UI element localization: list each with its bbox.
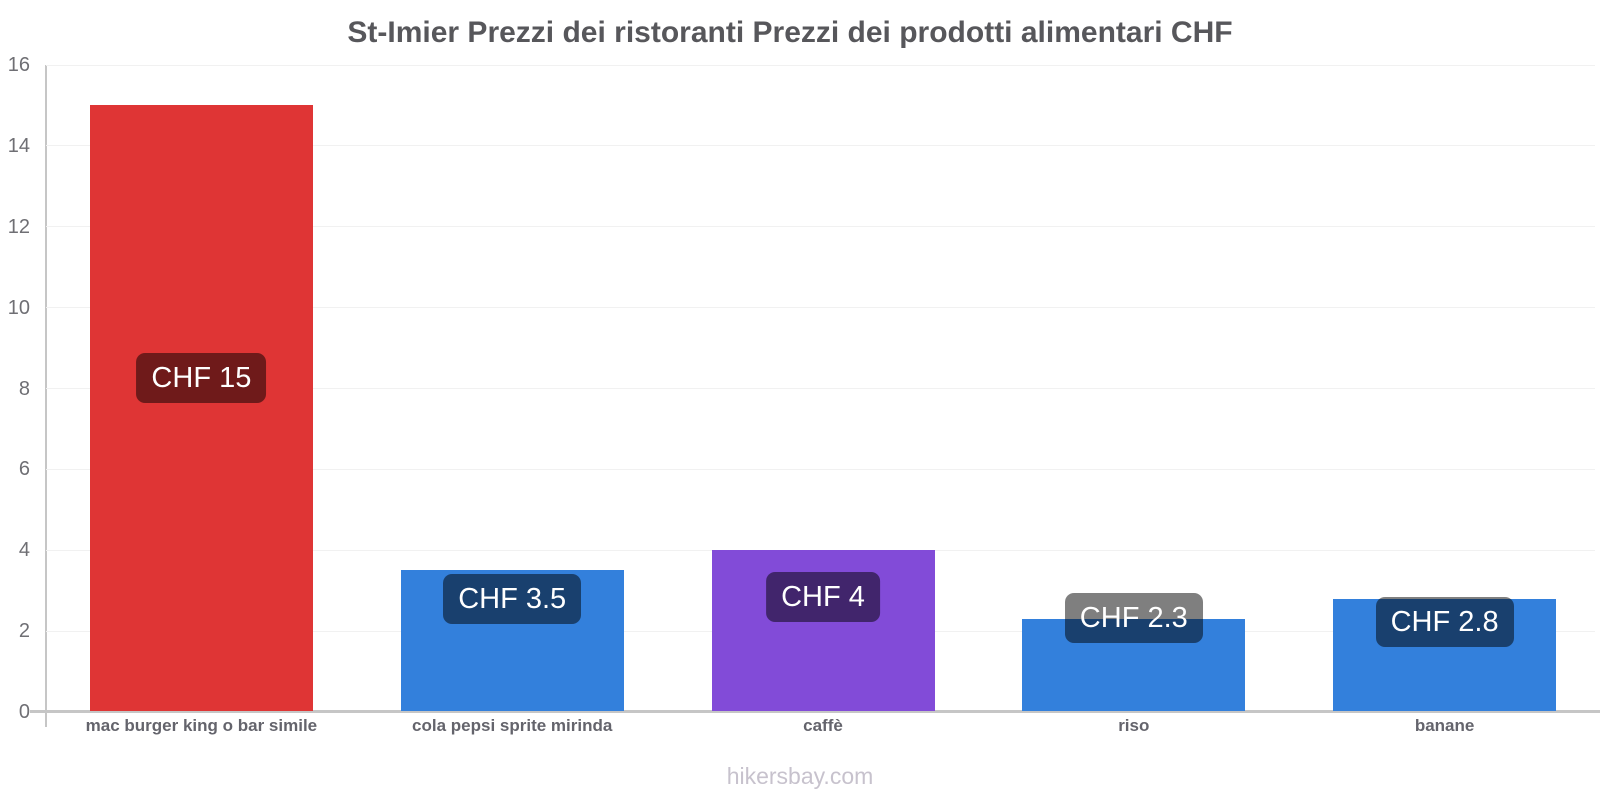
value-badge: CHF 15 — [136, 353, 267, 404]
y-axis-tick-label: 6 — [18, 458, 30, 481]
gridline — [46, 468, 1595, 470]
y-axis-tick-label: 2 — [18, 620, 30, 643]
value-badge: CHF 2.8 — [1375, 596, 1514, 647]
value-badge: CHF 2.3 — [1064, 592, 1203, 643]
gridline — [46, 64, 1595, 66]
y-axis-tick-label: 4 — [18, 539, 30, 562]
y-axis-tick-label: 8 — [18, 377, 30, 400]
y-axis-tick-label: 10 — [7, 296, 30, 319]
chart-title: St-Imier Prezzi dei ristoranti Prezzi de… — [347, 16, 1233, 49]
y-axis-tick-label: 12 — [7, 215, 30, 238]
x-axis-category-label: mac burger king o bar simile — [85, 716, 318, 735]
x-axis-category-label: cola pepsi sprite mirinda — [412, 716, 613, 735]
y-axis-tick-label: 16 — [7, 54, 30, 76]
value-badge: CHF 3.5 — [443, 574, 582, 625]
footer-link[interactable]: hikersbay.com — [726, 763, 874, 789]
x-axis-category-label: caffè — [803, 716, 843, 735]
gridline — [46, 307, 1595, 309]
y-axis-tick-label: 0 — [18, 701, 30, 723]
y-axis-tick-label: 14 — [7, 134, 30, 157]
y-axis-line — [45, 65, 47, 727]
gridline — [46, 226, 1595, 228]
x-axis-category-label: banane — [1414, 716, 1475, 735]
x-axis-category-label: riso — [1118, 716, 1150, 735]
value-badge: CHF 4 — [766, 572, 880, 623]
bar-mac-burger-king-o-bar-simile[interactable] — [89, 105, 313, 711]
gridline — [46, 145, 1595, 147]
x-axis-line — [30, 710, 1600, 713]
gridline — [46, 388, 1595, 389]
